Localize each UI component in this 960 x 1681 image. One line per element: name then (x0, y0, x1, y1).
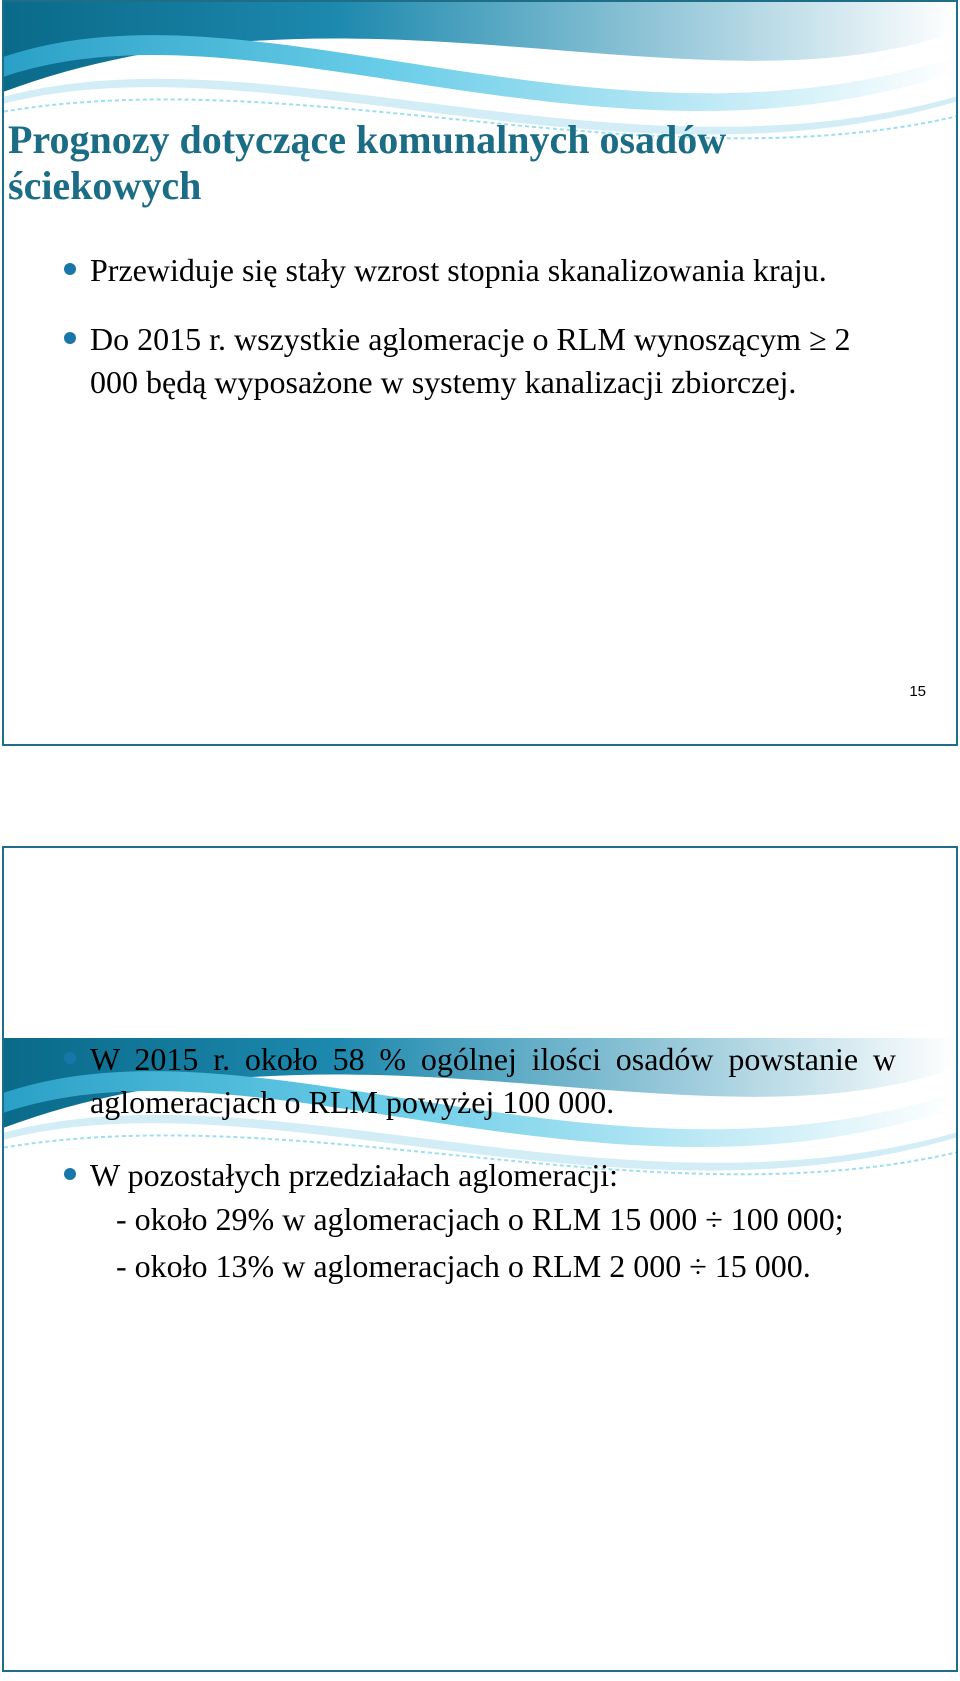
bullet-item: W 2015 r. około 58 % ogólnej ilości osad… (64, 1038, 896, 1124)
slide-1-inner: Prognozy dotyczące komunalnych osadów śc… (4, 2, 956, 744)
slide-2-bullets: W 2015 r. około 58 % ogólnej ilości osad… (64, 1038, 896, 1292)
bullet-dot-icon (64, 263, 76, 275)
slide-2-content: W 2015 r. około 58 % ogólnej ilości osad… (4, 1038, 956, 1358)
bullet-dot-icon (64, 332, 76, 344)
bullet-dot-icon (64, 1052, 76, 1064)
bullet-text: Przewiduje się stały wzrost stopnia skan… (90, 249, 896, 292)
bullet-item: W pozostałych przedziałach aglomeracji: … (64, 1154, 896, 1292)
bullet-sub-text: - około 29% w aglomeracjach o RLM 15 000… (116, 1198, 896, 1241)
page-number: 15 (909, 683, 926, 700)
slide-gap (0, 746, 960, 846)
page: Prognozy dotyczące komunalnych osadów śc… (0, 0, 960, 1672)
slide-1: Prognozy dotyczące komunalnych osadów śc… (2, 0, 958, 746)
bullet-item: Przewiduje się stały wzrost stopnia skan… (64, 249, 896, 292)
slide-2-inner: W 2015 r. około 58 % ogólnej ilości osad… (4, 1038, 956, 1672)
bullet-sub-text: - około 13% w aglomeracjach o RLM 2 000 … (116, 1245, 896, 1288)
bullet-text-group: W pozostałych przedziałach aglomeracji: … (90, 1154, 896, 1292)
slide-1-content: Prognozy dotyczące komunalnych osadów śc… (4, 2, 956, 471)
slide-2: W 2015 r. około 58 % ogólnej ilości osad… (2, 846, 958, 1672)
bullet-text: W 2015 r. około 58 % ogólnej ilości osad… (90, 1038, 896, 1124)
bullet-item: Do 2015 r. wszystkie aglomeracje o RLM w… (64, 318, 896, 404)
bullet-text: Do 2015 r. wszystkie aglomeracje o RLM w… (90, 318, 896, 404)
bullet-text: W pozostałych przedziałach aglomeracji: (90, 1154, 896, 1197)
slide-1-title: Prognozy dotyczące komunalnych osadów śc… (8, 2, 896, 209)
bullet-dot-icon (64, 1168, 76, 1180)
slide-1-bullets: Przewiduje się stały wzrost stopnia skan… (64, 249, 896, 405)
